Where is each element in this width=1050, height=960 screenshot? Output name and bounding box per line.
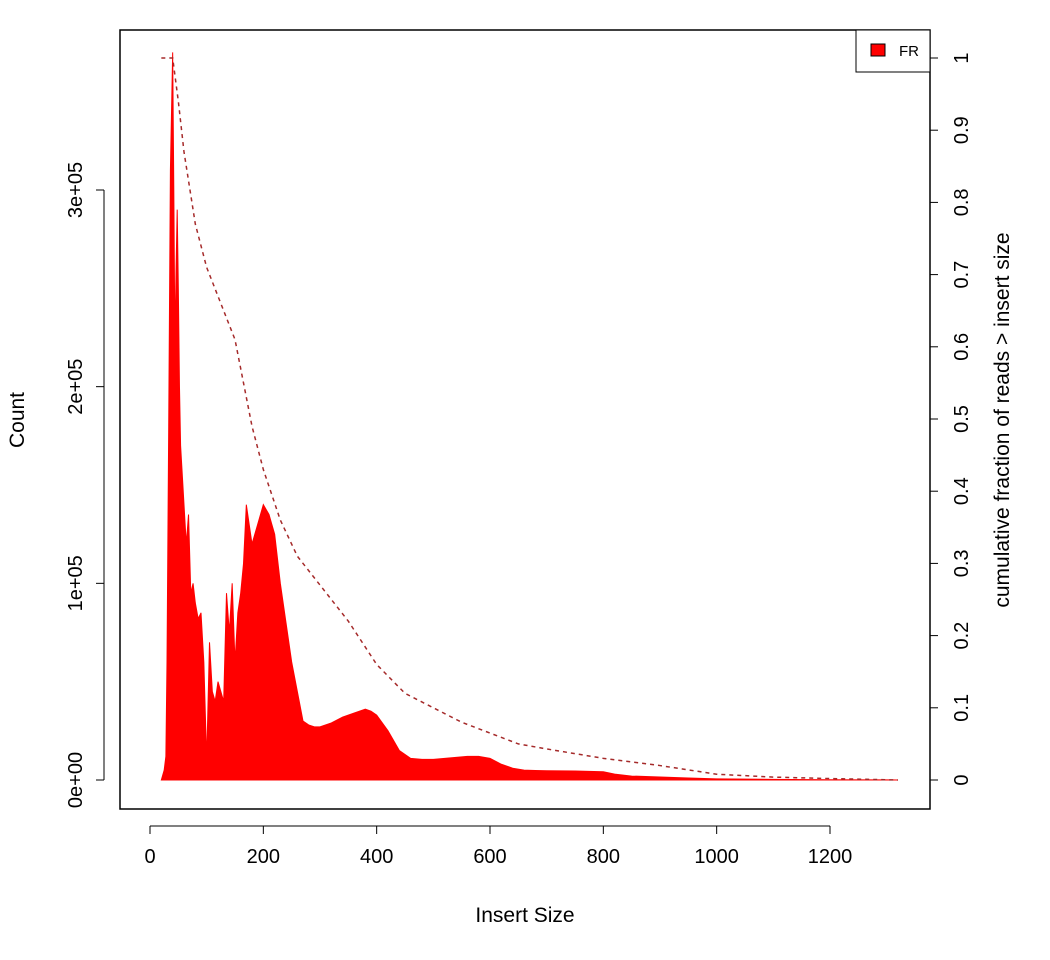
y2-tick-label: 0.4 (951, 477, 973, 505)
y-tick-label: 0e+00 (65, 752, 87, 808)
cumulative-fraction-line (161, 57, 899, 781)
y-tick-label: 1e+05 (65, 555, 87, 611)
x-tick-label: 0 (144, 846, 155, 868)
x-tick-label: 600 (473, 846, 506, 868)
y-axis-left: 0e+00 1e+05 2e+05 3e+05 (65, 162, 105, 808)
legend: FR (855, 29, 931, 73)
y2-tick-label: 0.3 (951, 549, 973, 577)
y2-tick-label: 0 (951, 774, 973, 785)
y2-tick-label: 0.7 (951, 261, 973, 289)
histogram-layer (160, 52, 899, 781)
histogram-area-fr (160, 52, 899, 781)
y-axis-right: 0 0.1 0.2 0.3 0.4 0.5 0.6 0.7 0.8 0.9 1 (929, 52, 973, 786)
y2-tick-label: 0.5 (951, 405, 973, 433)
cumulative-line-layer (161, 57, 899, 781)
y2-tick-label: 0.1 (951, 694, 973, 722)
y2-tick-label: 0.6 (951, 333, 973, 361)
y-tick-label: 3e+05 (65, 162, 87, 218)
y-tick-label: 2e+05 (65, 359, 87, 415)
y2-tick-label: 1 (951, 52, 973, 63)
legend-box (855, 29, 931, 73)
y2-tick-label: 0.9 (951, 116, 973, 144)
y2-axis-title: cumulative fraction of reads > insert si… (991, 232, 1014, 607)
x-tick-label: 800 (587, 846, 620, 868)
x-tick-label: 1000 (694, 846, 739, 868)
y-axis-title: Count (6, 392, 29, 448)
y2-tick-label: 0.2 (951, 622, 973, 650)
x-axis: 0 200 400 600 800 1000 1200 (144, 825, 853, 868)
legend-swatch-fr (870, 43, 886, 57)
x-tick-label: 1200 (808, 846, 853, 868)
x-axis-title: Insert Size (475, 904, 574, 927)
legend-label-fr: FR (899, 43, 919, 60)
y2-tick-label: 0.8 (951, 188, 973, 216)
x-tick-label: 200 (247, 846, 280, 868)
x-tick-label: 400 (360, 846, 393, 868)
